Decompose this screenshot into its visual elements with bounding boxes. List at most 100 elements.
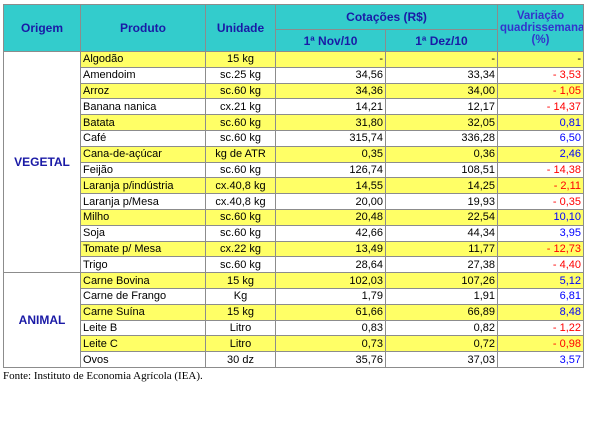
unidade: sc.60 kg	[205, 208, 276, 226]
header-origem: Origem	[3, 4, 81, 52]
dez: 108,51	[385, 161, 498, 179]
row: Carne Suína 15 kg 61,66 66,89 8,48	[4, 303, 584, 321]
dez: 1,91	[385, 287, 498, 305]
variacao: 6,50	[497, 129, 584, 147]
header-nov: 1ª Nov/10	[275, 29, 386, 52]
unidade: 15 kg	[205, 272, 276, 289]
variacao: - 14,37	[497, 98, 584, 116]
unidade: cx.40,8 kg	[205, 177, 276, 195]
produto: Leite C	[80, 335, 206, 353]
row: Laranja p/indústria cx.40,8 kg 14,55 14,25-…	[4, 177, 584, 195]
dez: 19,93	[385, 193, 498, 210]
produto: Arroz	[80, 82, 206, 100]
unidade: sc.60 kg	[205, 129, 276, 147]
unidade: sc.60 kg	[205, 161, 276, 179]
produto: Soja	[80, 224, 206, 242]
price-table: Origem Produto Unidade Cotações (R$) Var…	[3, 4, 584, 368]
row: Leite B Litro 0,83 0,82- 1,22	[4, 319, 584, 337]
unidade: sc.60 kg	[205, 224, 276, 242]
row: Soja sc.60 kg 42,66 44,34 3,95	[4, 224, 584, 242]
dez: 22,54	[385, 208, 498, 226]
header-cotacoes: Cotações (R$)	[275, 4, 498, 30]
produto: Feijão	[80, 161, 206, 179]
produto: Cana-de-açúcar	[80, 145, 206, 163]
row: Cana-de-açúcar kg de ATR 0,35 0,36 2,46	[4, 145, 584, 163]
variacao: 8,48	[497, 303, 584, 321]
produto: Carne de Frango	[80, 287, 206, 305]
variacao: - 4,40	[497, 256, 584, 274]
variacao: - 14,38	[497, 161, 584, 179]
header-dez: 1ª Dez/10	[385, 29, 498, 52]
variacao: - 3,53	[497, 66, 584, 84]
dez: 0,72	[385, 335, 498, 353]
nov: 0,35	[275, 145, 386, 163]
nov: 0,73	[275, 335, 386, 353]
unidade: kg de ATR	[205, 145, 276, 163]
unidade: 30 dz	[205, 351, 276, 368]
header-variacao: Variação quadrissemanal (%)	[497, 4, 584, 52]
dez: 66,89	[385, 303, 498, 321]
unidade: sc.60 kg	[205, 256, 276, 274]
nov: 14,21	[275, 98, 386, 116]
origem: VEGETAL	[3, 50, 81, 274]
dez: 107,26	[385, 272, 498, 289]
produto: Algodão	[80, 51, 206, 68]
variacao: - 0,35	[497, 193, 584, 210]
nov: 42,66	[275, 224, 386, 242]
unidade: sc.60 kg	[205, 114, 276, 131]
variacao: - 2,11	[497, 177, 584, 195]
unidade: Kg	[205, 287, 276, 305]
variacao: - 0,98	[497, 335, 584, 353]
unidade: cx.22 kg	[205, 240, 276, 258]
variacao: - 1,22	[497, 319, 584, 337]
unidade: Litro	[205, 335, 276, 353]
variacao: 3,57	[497, 351, 584, 368]
unidade: sc.60 kg	[205, 82, 276, 100]
row: Laranja p/Mesa cx.40,8 kg 20,00 19,93- 0,35	[4, 193, 584, 210]
row: Leite C Litro 0,73 0,72- 0,98	[4, 335, 584, 353]
unidade: cx.21 kg	[205, 98, 276, 116]
table-body: VEGETAL Algodão 15 kg - - - Amendoim sc.25 kg 34…	[3, 50, 584, 368]
row: Carne de Frango Kg 1,79 1,91 6,81	[4, 287, 584, 305]
produto: Banana nanica	[80, 98, 206, 116]
produto: Ovos	[80, 351, 206, 368]
dez: 27,38	[385, 256, 498, 274]
nov: -	[275, 51, 386, 68]
variacao: 3,95	[497, 224, 584, 242]
nov: 20,00	[275, 193, 386, 210]
dez: -	[385, 51, 498, 68]
dez: 0,82	[385, 319, 498, 337]
produto: Laranja p/indústria	[80, 177, 206, 195]
dez: 12,17	[385, 98, 498, 116]
dez: 336,28	[385, 129, 498, 147]
nov: 61,66	[275, 303, 386, 321]
row: Trigo sc.60 kg 28,64 27,38- 4,40	[4, 256, 584, 274]
produto: Milho	[80, 208, 206, 226]
dez: 11,77	[385, 240, 498, 258]
source: Fonte: Instituto de Economia Agrícola (I…	[3, 369, 203, 382]
nov: 14,55	[275, 177, 386, 195]
nov: 126,74	[275, 161, 386, 179]
variacao: -	[497, 51, 584, 68]
dez: 34,00	[385, 82, 498, 100]
nov: 34,36	[275, 82, 386, 100]
dez: 32,05	[385, 114, 498, 131]
unidade: 15 kg	[205, 51, 276, 68]
produto: Batata	[80, 114, 206, 131]
row: Feijão sc.60 kg 126,74 108,51- 14,38	[4, 161, 584, 179]
row: Amendoim sc.25 kg 34,56 33,34- 3,53	[4, 66, 584, 84]
header-produto: Produto	[80, 4, 206, 52]
table-wrap: Origem Produto Unidade Cotações (R$) Var…	[3, 4, 584, 382]
row: VEGETAL Algodão 15 kg - - -	[3, 50, 584, 274]
unidade: sc.25 kg	[205, 66, 276, 84]
nov: 34,56	[275, 66, 386, 84]
row: Tomate p/ Mesa cx.22 kg 13,49 11,77- 12,73	[4, 240, 584, 258]
produto: Tomate p/ Mesa	[80, 240, 206, 258]
nov: 315,74	[275, 129, 386, 147]
origem: ANIMAL	[3, 272, 81, 368]
nov: 31,80	[275, 114, 386, 131]
variacao: 6,81	[497, 287, 584, 305]
variacao: - 1,05	[497, 82, 584, 100]
row: Banana nanica cx.21 kg 14,21 12,17- 14,37	[4, 98, 584, 116]
